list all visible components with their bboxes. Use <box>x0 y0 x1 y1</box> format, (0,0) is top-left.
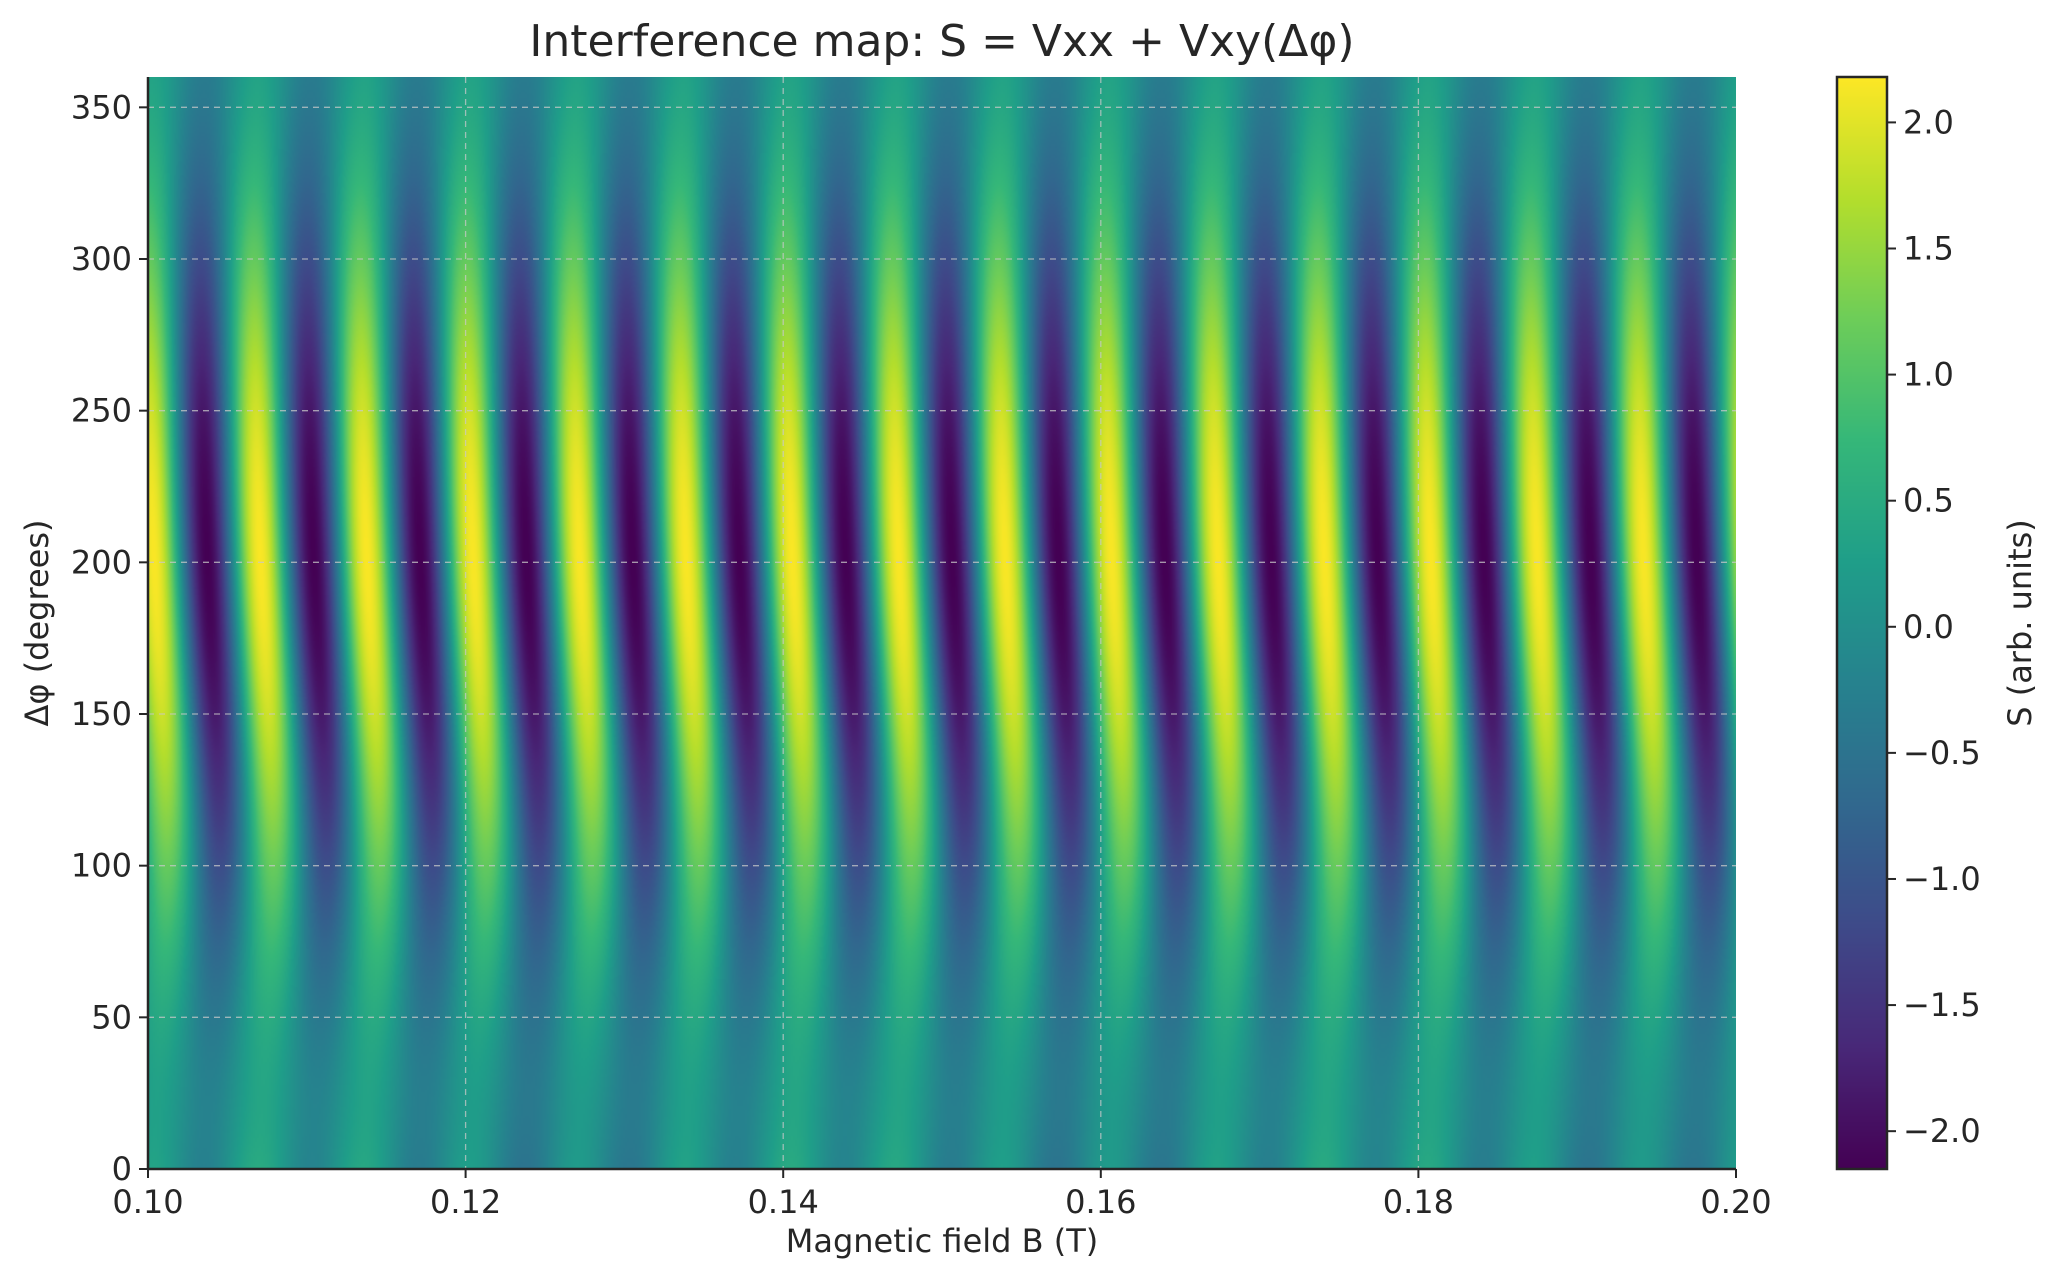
colorbar-tick-label: 1.5 <box>1903 229 1954 267</box>
colorbar-tick-label: 2.0 <box>1903 103 1954 141</box>
colorbar-ticks: 2.0 1.5 1.0 0.5 0.0 −0.5 −1.0 −1.5 −2.0 <box>1887 103 1981 1150</box>
x-tick-label: 0.10 <box>112 1183 183 1221</box>
colorbar-tick-label: −1.0 <box>1903 860 1981 898</box>
x-axis-label: Magnetic field B (T) <box>786 1222 1099 1260</box>
colorbar-tick-label: −1.5 <box>1903 986 1981 1024</box>
y-tick-label: 350 <box>71 88 132 126</box>
chart-title: Interference map: S = Vxx + Vxy(Δφ) <box>529 16 1354 67</box>
grid-lines <box>148 77 1736 1169</box>
y-tick-label: 250 <box>71 392 132 430</box>
y-tick-label: 50 <box>91 998 132 1036</box>
colorbar-tick-label: −0.5 <box>1903 734 1981 772</box>
y-tick-label: 300 <box>71 240 132 278</box>
y-axis-ticks: 0 50 100 150 200 250 300 350 <box>71 88 148 1188</box>
x-tick-label: 0.20 <box>1700 1183 1771 1221</box>
colorbar-label: S (arb. units) <box>2001 519 2039 727</box>
y-tick-label: 0 <box>112 1150 132 1188</box>
y-tick-label: 150 <box>71 695 132 733</box>
x-tick-label: 0.16 <box>1065 1183 1136 1221</box>
x-axis-ticks: 0.10 0.12 0.14 0.16 0.18 0.20 <box>112 1169 1772 1221</box>
colorbar-tick-label: 0.5 <box>1903 482 1954 520</box>
colorbar-frame <box>1835 75 1889 1171</box>
y-tick-label: 200 <box>71 543 132 581</box>
x-tick-label: 0.12 <box>430 1183 501 1221</box>
axes <box>146 75 1889 1171</box>
y-tick-label: 100 <box>71 847 132 885</box>
x-tick-label: 0.18 <box>1383 1183 1454 1221</box>
colorbar-tick-label: 1.0 <box>1903 356 1954 394</box>
y-axis-label: Δφ (degrees) <box>18 520 56 727</box>
colorbar-tick-label: −2.0 <box>1903 1112 1981 1150</box>
colorbar-gradient <box>1837 77 1887 1169</box>
colorbar-tick-label: 0.0 <box>1903 608 1954 646</box>
x-tick-label: 0.14 <box>748 1183 819 1221</box>
